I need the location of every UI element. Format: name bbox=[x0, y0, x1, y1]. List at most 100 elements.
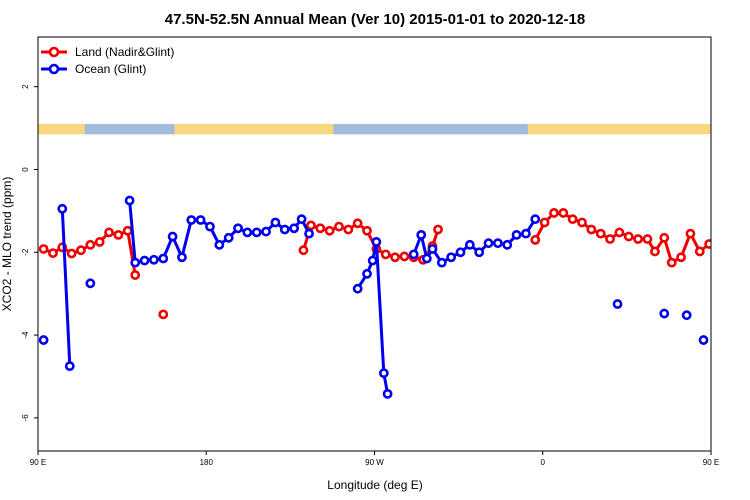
data-point bbox=[124, 195, 135, 206]
data-point bbox=[416, 229, 427, 240]
data-point bbox=[214, 239, 225, 250]
data-point bbox=[378, 368, 389, 379]
x-tick-label: 90 W bbox=[365, 458, 384, 467]
data-point bbox=[76, 245, 86, 256]
data-point bbox=[343, 224, 354, 235]
data-point bbox=[38, 244, 49, 254]
data-point bbox=[567, 214, 578, 225]
data-point bbox=[94, 237, 105, 247]
series-line bbox=[533, 211, 711, 265]
y-tick-label: 0 bbox=[21, 167, 30, 172]
legend: Land (Nadir&Glint) Ocean (Glint) bbox=[41, 45, 174, 76]
data-point bbox=[304, 228, 314, 239]
data-point bbox=[502, 239, 513, 250]
data-point bbox=[659, 232, 670, 243]
data-point bbox=[676, 252, 686, 263]
data-point bbox=[659, 308, 670, 319]
data-point bbox=[233, 223, 243, 234]
data-point bbox=[149, 254, 159, 265]
x-axis-label: Longitude (deg E) bbox=[327, 478, 422, 492]
data-point bbox=[362, 225, 372, 236]
data-point bbox=[650, 246, 660, 257]
series-line bbox=[60, 208, 72, 367]
data-point bbox=[521, 228, 531, 239]
x-tick-label: 90 E bbox=[30, 458, 46, 467]
data-point bbox=[130, 257, 141, 268]
legend-marker bbox=[48, 46, 60, 58]
data-point bbox=[270, 217, 281, 228]
data-point bbox=[223, 232, 234, 243]
data-point bbox=[715, 247, 722, 254]
series-layer bbox=[38, 195, 750, 399]
data-point bbox=[306, 220, 316, 231]
data-point bbox=[421, 253, 432, 264]
data-point bbox=[298, 245, 309, 256]
legend-label: Ocean (Glint) bbox=[75, 62, 146, 76]
data-point bbox=[483, 238, 494, 249]
data-point bbox=[64, 361, 75, 372]
y-tick-label: -6 bbox=[21, 414, 30, 422]
data-point bbox=[739, 363, 746, 370]
data-point bbox=[743, 251, 750, 258]
data-point bbox=[57, 203, 68, 214]
data-point bbox=[623, 231, 634, 242]
data-point bbox=[158, 253, 169, 264]
data-point bbox=[408, 249, 419, 260]
data-point bbox=[362, 268, 372, 279]
data-point bbox=[464, 239, 475, 250]
x-tick-label: 180 bbox=[200, 458, 214, 467]
data-point bbox=[380, 249, 391, 260]
data-point bbox=[195, 215, 206, 225]
data-point bbox=[186, 215, 197, 225]
data-point bbox=[586, 224, 597, 235]
data-point bbox=[427, 244, 438, 254]
data-point bbox=[352, 218, 363, 229]
data-point bbox=[433, 224, 443, 235]
data-point bbox=[324, 225, 335, 236]
y-axis-label: XCO2 - MLO trend (ppm) bbox=[0, 177, 14, 312]
data-point bbox=[633, 234, 643, 244]
data-point bbox=[530, 214, 541, 225]
data-point bbox=[446, 252, 457, 263]
legend-marker bbox=[48, 63, 60, 75]
series-line bbox=[412, 218, 537, 265]
data-point bbox=[666, 257, 677, 268]
landmask-band bbox=[38, 123, 711, 135]
series-1 bbox=[38, 195, 746, 399]
data-point bbox=[367, 255, 378, 266]
data-point bbox=[474, 247, 485, 258]
data-point bbox=[595, 228, 606, 239]
data-point bbox=[158, 309, 169, 320]
data-point bbox=[130, 270, 141, 280]
data-point bbox=[242, 227, 253, 238]
data-point bbox=[167, 231, 178, 242]
data-point bbox=[289, 223, 300, 234]
data-point bbox=[436, 257, 447, 268]
y-tick-label: -2 bbox=[21, 248, 30, 256]
data-point bbox=[612, 299, 623, 309]
data-point bbox=[694, 246, 705, 257]
data-point bbox=[279, 224, 290, 235]
data-point bbox=[734, 245, 741, 252]
ocean-band bbox=[84, 123, 175, 135]
data-point bbox=[492, 238, 503, 249]
data-point bbox=[104, 227, 114, 238]
data-point bbox=[511, 229, 522, 240]
legend-label: Land (Nadir&Glint) bbox=[75, 45, 174, 59]
data-point bbox=[85, 239, 96, 250]
data-point bbox=[352, 283, 363, 294]
data-point bbox=[577, 217, 587, 228]
data-point bbox=[558, 208, 569, 218]
data-point bbox=[685, 228, 696, 239]
data-point bbox=[549, 208, 559, 218]
y-tick-label: 2 bbox=[21, 84, 30, 89]
data-point bbox=[698, 335, 709, 345]
series-line bbox=[735, 209, 743, 366]
data-point bbox=[315, 223, 326, 234]
data-point bbox=[334, 221, 344, 232]
data-point bbox=[38, 335, 49, 345]
data-point bbox=[681, 310, 692, 321]
data-point bbox=[48, 248, 58, 259]
data-point bbox=[205, 221, 215, 232]
